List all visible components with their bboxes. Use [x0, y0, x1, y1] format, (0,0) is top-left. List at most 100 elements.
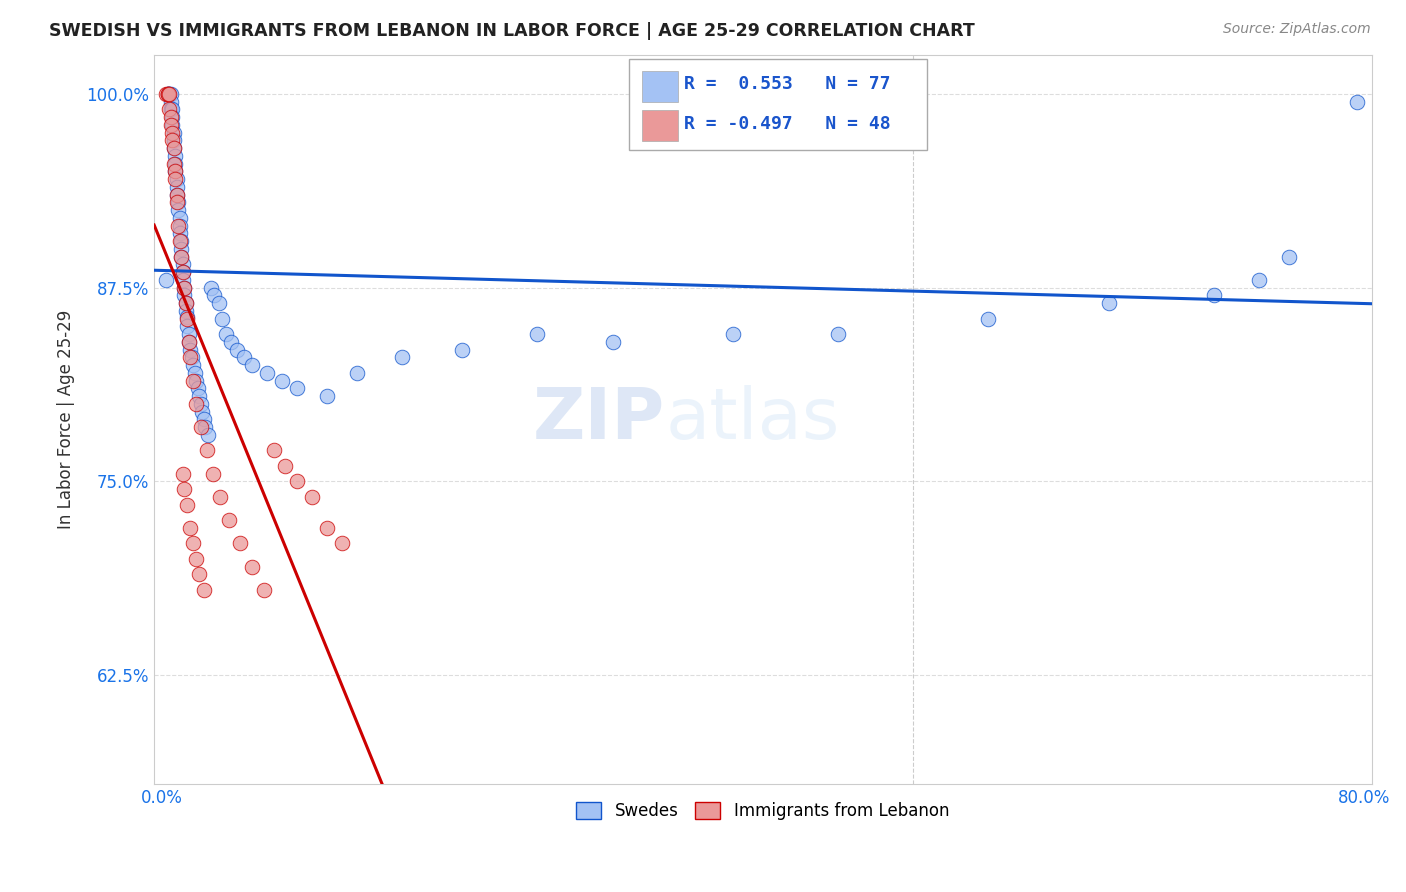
Point [190, 420, 212, 434]
Point [170, 234, 193, 248]
Point [173, 482, 195, 496]
Point [177, 327, 200, 342]
Text: atlas: atlas [665, 385, 839, 454]
Point [165, 149, 187, 163]
Point [274, 458, 297, 473]
Point [166, 180, 188, 194]
Point [1278, 250, 1301, 264]
Point [184, 366, 207, 380]
Point [176, 319, 198, 334]
Y-axis label: In Labor Force | Age 25-29: In Labor Force | Age 25-29 [58, 310, 75, 529]
Point [157, 103, 180, 117]
Point [181, 374, 204, 388]
Point [166, 187, 188, 202]
Point [172, 273, 194, 287]
Text: ZIP: ZIP [533, 385, 665, 454]
Point [170, 242, 193, 256]
Point [285, 381, 308, 395]
Point [160, 126, 183, 140]
Point [451, 343, 474, 357]
Point [188, 389, 211, 403]
Point [526, 327, 548, 342]
Point [167, 203, 190, 218]
Point [186, 552, 208, 566]
Point [174, 304, 197, 318]
Point [155, 87, 177, 101]
Point [165, 156, 187, 170]
Point [172, 257, 194, 271]
Point [166, 187, 188, 202]
Point [240, 358, 263, 372]
Point [211, 311, 233, 326]
Point [172, 265, 194, 279]
Point [177, 334, 200, 349]
Point [330, 536, 353, 550]
Point [253, 582, 276, 597]
Text: Source: ZipAtlas.com: Source: ZipAtlas.com [1223, 22, 1371, 37]
Point [181, 358, 204, 372]
Point [169, 219, 191, 233]
Point [160, 103, 183, 117]
Point [209, 490, 232, 504]
Point [602, 334, 624, 349]
Point [180, 351, 202, 365]
Point [263, 443, 285, 458]
Point [160, 118, 183, 132]
Point [166, 195, 188, 210]
Point [201, 467, 224, 481]
Point [159, 110, 181, 124]
Point [188, 567, 211, 582]
Point [191, 405, 214, 419]
Text: SWEDISH VS IMMIGRANTS FROM LEBANON IN LABOR FORCE | AGE 25-29 CORRELATION CHART: SWEDISH VS IMMIGRANTS FROM LEBANON IN LA… [49, 22, 974, 40]
Text: R = -0.497   N = 48: R = -0.497 N = 48 [683, 114, 890, 133]
Point [159, 118, 181, 132]
Point [156, 87, 179, 101]
Point [195, 443, 218, 458]
Point [174, 296, 197, 310]
Point [200, 281, 222, 295]
Point [170, 250, 193, 264]
Point [179, 521, 201, 535]
Point [155, 273, 177, 287]
Point [346, 366, 368, 380]
Point [170, 250, 193, 264]
Point [827, 327, 849, 342]
Point [187, 381, 209, 395]
Point [301, 490, 323, 504]
Point [179, 351, 201, 365]
Point [977, 311, 1000, 326]
Point [1097, 296, 1119, 310]
Point [157, 87, 180, 101]
Point [202, 288, 225, 302]
Point [285, 475, 308, 489]
Point [194, 420, 217, 434]
Point [208, 296, 231, 310]
Point [193, 582, 215, 597]
Point [157, 87, 180, 101]
Point [159, 103, 181, 117]
Point [391, 351, 413, 365]
Point [160, 110, 183, 124]
Point [173, 281, 195, 295]
Point [163, 126, 186, 140]
Point [167, 219, 190, 233]
Point [240, 559, 263, 574]
Point [229, 536, 252, 550]
Point [165, 164, 187, 178]
Point [233, 351, 256, 365]
Point [176, 498, 198, 512]
Point [169, 234, 191, 248]
Point [176, 310, 198, 325]
Point [721, 327, 744, 342]
Point [165, 172, 187, 186]
Point [1202, 288, 1225, 302]
Point [160, 133, 183, 147]
Point [179, 343, 201, 357]
Point [159, 95, 181, 109]
Point [256, 366, 278, 380]
Point [163, 141, 186, 155]
Point [167, 195, 190, 210]
Point [156, 87, 179, 101]
Point [181, 536, 204, 550]
Point [159, 87, 181, 101]
